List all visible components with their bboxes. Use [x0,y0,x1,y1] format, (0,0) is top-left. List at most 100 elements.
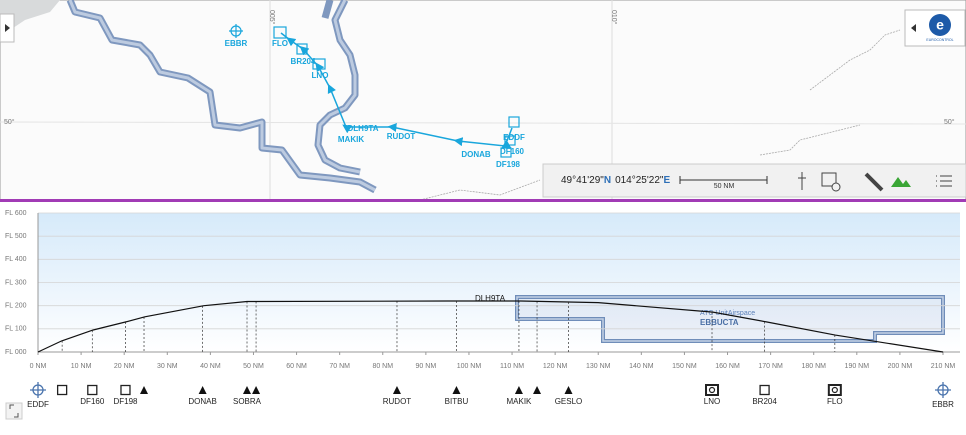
waypoint-icon [198,386,207,394]
x-tick-label: 60 NM [286,363,307,370]
x-tick-label: 120 NM [543,363,568,370]
y-tick-label: FL 200 [5,303,27,310]
waypoint-label: GESLO [555,397,583,406]
parallel-label: 50° [4,118,15,126]
waypoint-symbol [705,384,720,396]
waypoint-label: EDDF [27,400,49,409]
flight-profile [37,300,944,353]
fix-icon [120,384,131,396]
map-point-label: EBBR [225,39,248,48]
logo-text: EUROCONTROL [926,38,953,42]
x-tick-label: 100 NM [457,363,482,370]
waypoint-icon [533,386,542,394]
waypoint-label: BITBU [445,397,469,406]
y-tick-label: FL 000 [5,349,27,356]
x-tick-label: 50 NM [243,363,264,370]
scale-bar [679,176,768,184]
waypoint-symbol [533,386,542,394]
x-tick-label: 40 NM [200,363,221,370]
x-tick-label: 130 NM [586,363,611,370]
waypoint-label: SOBRA [233,397,262,406]
map-point-label: BR204 [291,57,316,66]
vor-center [831,386,838,394]
fix-icon [87,384,98,396]
map-point-label: DF160 [500,147,525,156]
parallel-label: 50° [944,118,955,126]
meridian-label: 005° [268,10,276,25]
vor-center [708,386,716,394]
map-point-label: DONAB [461,150,491,159]
airspace-type: ATC UnitAirspace [700,310,755,317]
y-tick-label: FL 300 [5,279,27,286]
lon-hemisphere: E [663,175,670,186]
waypoint-symbol [198,386,207,394]
waypoint-label: RUDOT [383,397,412,406]
waypoint-label: BR204 [752,397,777,406]
waypoint-label: DF160 [80,397,105,406]
lat-hemisphere: N [604,175,611,186]
profile: FL 000 FL 100 FL 200 FL 300 FL 400 FL 500 FL 6… [5,210,960,409]
waypoint-symbol [120,384,131,396]
x-tick-label: 190 NM [845,363,870,370]
map-point-label: EDDF [503,133,525,142]
toolbar: 49°41'29"N 014°25'22"E 50 NM [542,163,966,198]
map-point-label: RUDOT [387,132,416,141]
toolbar-buttons[interactable] [798,172,952,192]
x-tick-label: 170 NM [758,363,783,370]
side-toggle[interactable] [0,13,15,43]
map-point-label: DF198 [496,160,521,169]
waypoint-label: EBBR [932,400,954,409]
waypoint-icon [252,386,261,394]
map-point-label: LNO [312,71,329,80]
vor-icon [827,384,842,396]
svg-text:e: e [936,17,944,33]
route-symbols [229,24,520,158]
waypoint-label: FLO [827,397,843,406]
airspace-name: EBBUCTA [700,318,739,327]
waypoint-symbol [140,386,149,394]
waypoint-symbol [392,386,401,394]
logo-tab[interactable]: e EUROCONTROL [904,9,966,47]
map-point-label: DLH9TA [348,124,379,133]
waypoint-icon [392,386,401,394]
divider [0,199,966,202]
waypoint-symbol [564,386,573,394]
longitude: 014°25'22" [615,175,664,186]
x-tick-label: 90 NM [416,363,437,370]
map-point-label: MAKIK [338,135,364,144]
map: 005° 010° 50° 50° EBBR FLO BR204 LNO DLH… [0,0,966,201]
sea [0,0,60,32]
x-tick-label: 110 NM [500,363,524,370]
y-tick-label: FL 500 [5,233,27,240]
flight-label: DLH9TA [475,294,506,303]
waypoint-label: MAKIK [506,397,532,406]
waypoint-icon [243,386,252,394]
waypoint-label: DF198 [113,397,138,406]
waypoint-symbol [935,382,951,398]
waypoint-symbol [30,382,46,398]
waypoint-label: LNO [704,397,720,406]
vor-icon [705,384,720,396]
waypoint-symbol [243,386,252,394]
scale-label: 50 NM [714,183,735,190]
x-tick-label: 150 NM [672,363,697,370]
waypoint-symbol [827,384,842,396]
fix-icon [56,384,68,396]
waypoint-icon [452,386,461,394]
expand-button[interactable] [5,402,23,420]
waypoint-icon [140,386,149,394]
fix-icon [759,384,770,396]
meridian-label: 010° [610,10,618,25]
y-tick-label: FL 600 [5,210,27,217]
x-tick-label: 0 NM [30,363,47,370]
waypoint-icon [564,386,573,394]
x-tick-label: 70 NM [329,363,350,370]
waypoint-symbol [759,384,770,396]
x-tick-label: 160 NM [715,363,740,370]
waypoint-icon [514,386,523,394]
waypoint-symbol [56,384,68,396]
x-tick-label: 140 NM [629,363,654,370]
